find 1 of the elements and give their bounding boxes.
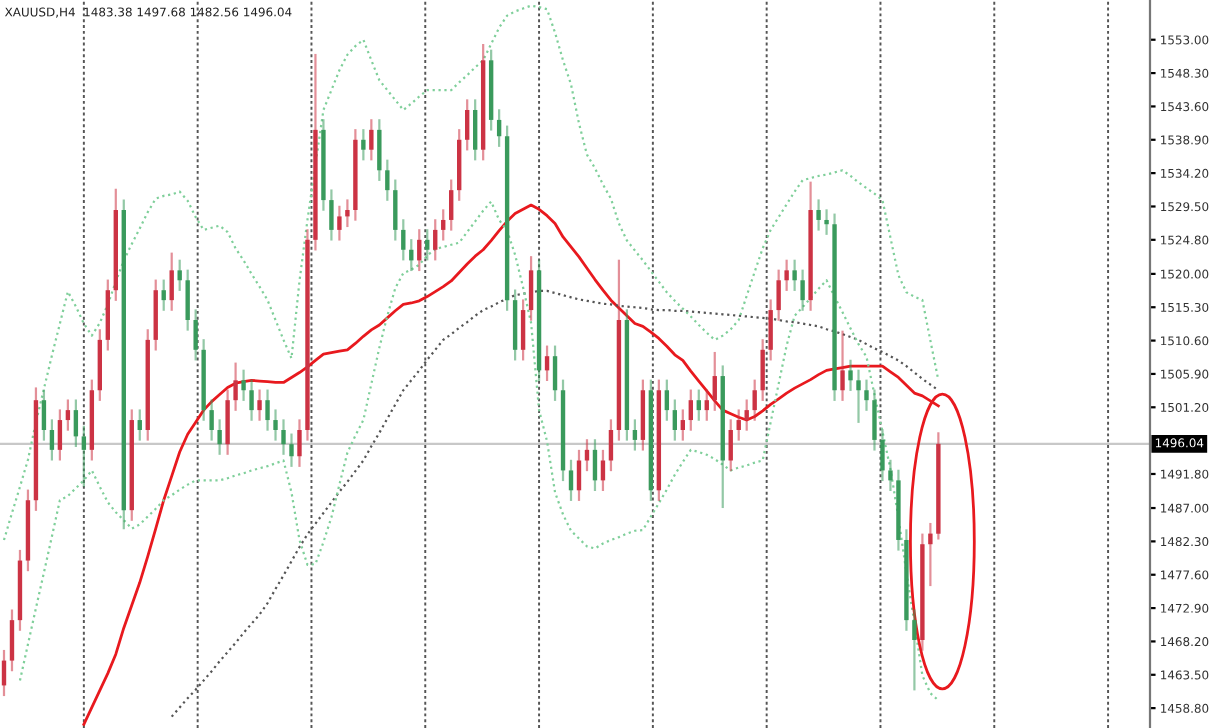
line-series [2,4,940,542]
